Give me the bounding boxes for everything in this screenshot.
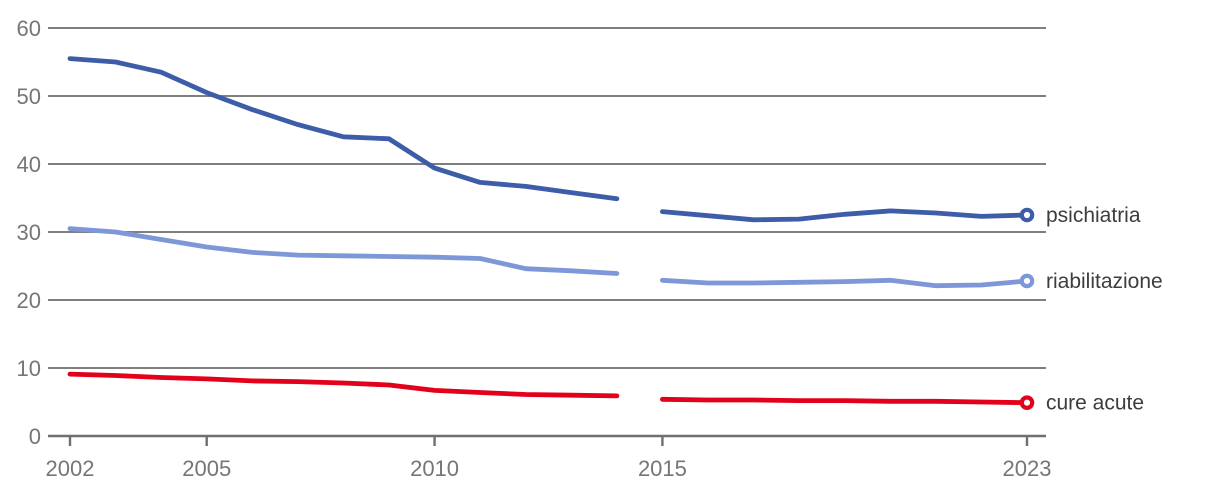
y-tick-label: 10 [17, 356, 41, 381]
x-tick-label: 2005 [182, 456, 231, 481]
y-tick-label: 50 [17, 84, 41, 109]
y-tick-label: 20 [17, 288, 41, 313]
series-end-marker-psichiatria [1019, 207, 1035, 223]
y-tick-label: 60 [17, 16, 41, 41]
series-line-cure-acute [67, 371, 620, 399]
series-end-marker-cure-acute [1019, 395, 1035, 410]
y-tick-label: 0 [29, 424, 41, 449]
series-line-riabilitazione [660, 277, 1030, 289]
series-label-psichiatria: psichiatria [1046, 204, 1141, 227]
y-tick-label: 30 [17, 220, 41, 245]
series-line-psichiatria [67, 56, 620, 202]
series-line-riabilitazione [67, 226, 620, 276]
x-tick-label: 2015 [638, 456, 687, 481]
series-line-psichiatria [660, 208, 1030, 223]
series-label-riabilitazione: riabilitazione [1046, 270, 1163, 293]
x-tick-label: 2023 [1003, 456, 1052, 481]
series-end-marker-riabilitazione [1019, 273, 1035, 289]
x-tick-label: 2010 [410, 456, 459, 481]
series-label-cure-acute: cure acute [1046, 392, 1144, 415]
x-tick-label: 2002 [46, 456, 95, 481]
y-tick-label: 40 [17, 152, 41, 177]
series-line-cure-acute [660, 396, 1030, 406]
